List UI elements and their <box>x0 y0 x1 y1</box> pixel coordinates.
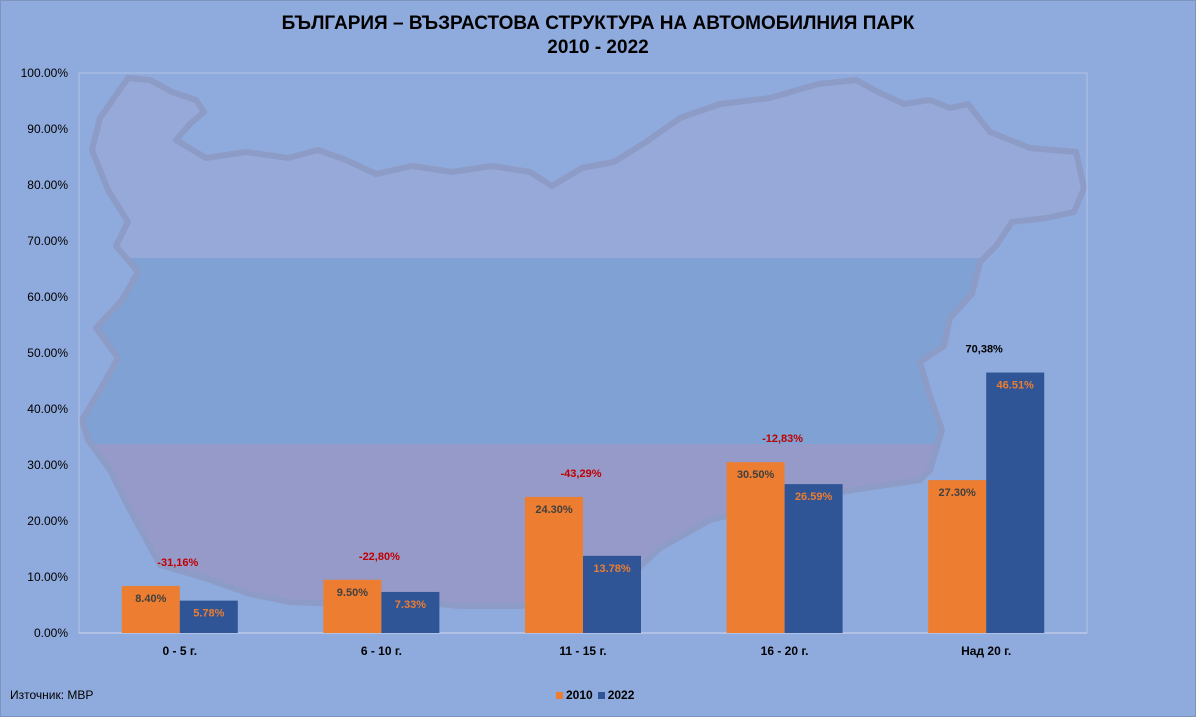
x-tick-label: 6 - 10 г. <box>361 644 402 658</box>
title-line-2: 2010 - 2022 <box>547 37 649 58</box>
legend-label-2010: 2010 <box>566 688 593 702</box>
data-label-2010: 27.30% <box>939 487 977 499</box>
bar-2022 <box>583 555 641 633</box>
bar-2010 <box>121 585 180 633</box>
change-label: 70,38% <box>966 344 1004 356</box>
bar-2022 <box>381 591 440 633</box>
x-tick-label: 0 - 5 г. <box>163 644 197 658</box>
change-label: -31,16% <box>157 557 198 569</box>
change-label: -22,80% <box>359 551 400 563</box>
data-label-2010: 8.40% <box>135 593 166 605</box>
data-label-2022: 13.78% <box>593 563 631 575</box>
legend-swatch-2022 <box>597 691 605 699</box>
legend-item-2022: 2022 <box>597 688 635 702</box>
y-tick-label: 80.00% <box>27 178 68 192</box>
bar-2010 <box>726 462 785 633</box>
title-line-1: БЪЛГАРИЯ – ВЪЗРАСТОВА СТРУКТУРА НА АВТОМ… <box>281 13 915 34</box>
bar-2022 <box>784 484 843 633</box>
x-tick-label: 11 - 15 г. <box>559 644 606 658</box>
y-tick-label: 50.00% <box>27 346 68 360</box>
y-tick-label: 60.00% <box>27 290 68 304</box>
legend: 2010 2022 <box>556 688 634 702</box>
bar-2010 <box>525 496 583 633</box>
legend-item-2010: 2010 <box>556 688 593 702</box>
y-tick-label: 10.00% <box>27 570 68 584</box>
bar-2010 <box>323 579 382 633</box>
data-label-2022: 26.59% <box>795 491 833 503</box>
y-tick-label: 40.00% <box>27 402 68 416</box>
y-tick-label: 100.00% <box>21 66 69 80</box>
y-tick-label: 20.00% <box>27 514 68 528</box>
y-tick-label: 70.00% <box>27 234 68 248</box>
change-label: -12,83% <box>762 433 803 445</box>
bar-2022 <box>179 600 238 633</box>
x-tick-label: Над 20 г. <box>961 644 1011 658</box>
source-note: Източник: МВР <box>10 688 94 702</box>
x-tick-label: 16 - 20 г. <box>761 644 809 658</box>
data-label-2022: 5.78% <box>193 608 224 620</box>
bar-2010 <box>928 480 987 633</box>
data-label-2010: 24.30% <box>535 504 573 516</box>
data-label-2022: 7.33% <box>395 599 426 611</box>
y-tick-label: 30.00% <box>27 458 68 472</box>
y-tick-label: 90.00% <box>27 122 68 136</box>
legend-label-2022: 2022 <box>607 688 635 702</box>
change-label: -43,29% <box>561 468 602 480</box>
data-label-2022: 46.51% <box>997 380 1035 392</box>
legend-swatch-2010 <box>556 691 563 699</box>
data-label-2010: 9.50% <box>337 587 368 599</box>
y-tick-label: 0.00% <box>34 626 68 640</box>
chart-title: БЪЛГАРИЯ – ВЪЗРАСТОВА СТРУКТУРА НА АВТОМ… <box>0 12 1196 60</box>
data-label-2010: 30.50% <box>737 469 775 481</box>
bar-2022 <box>986 372 1045 633</box>
